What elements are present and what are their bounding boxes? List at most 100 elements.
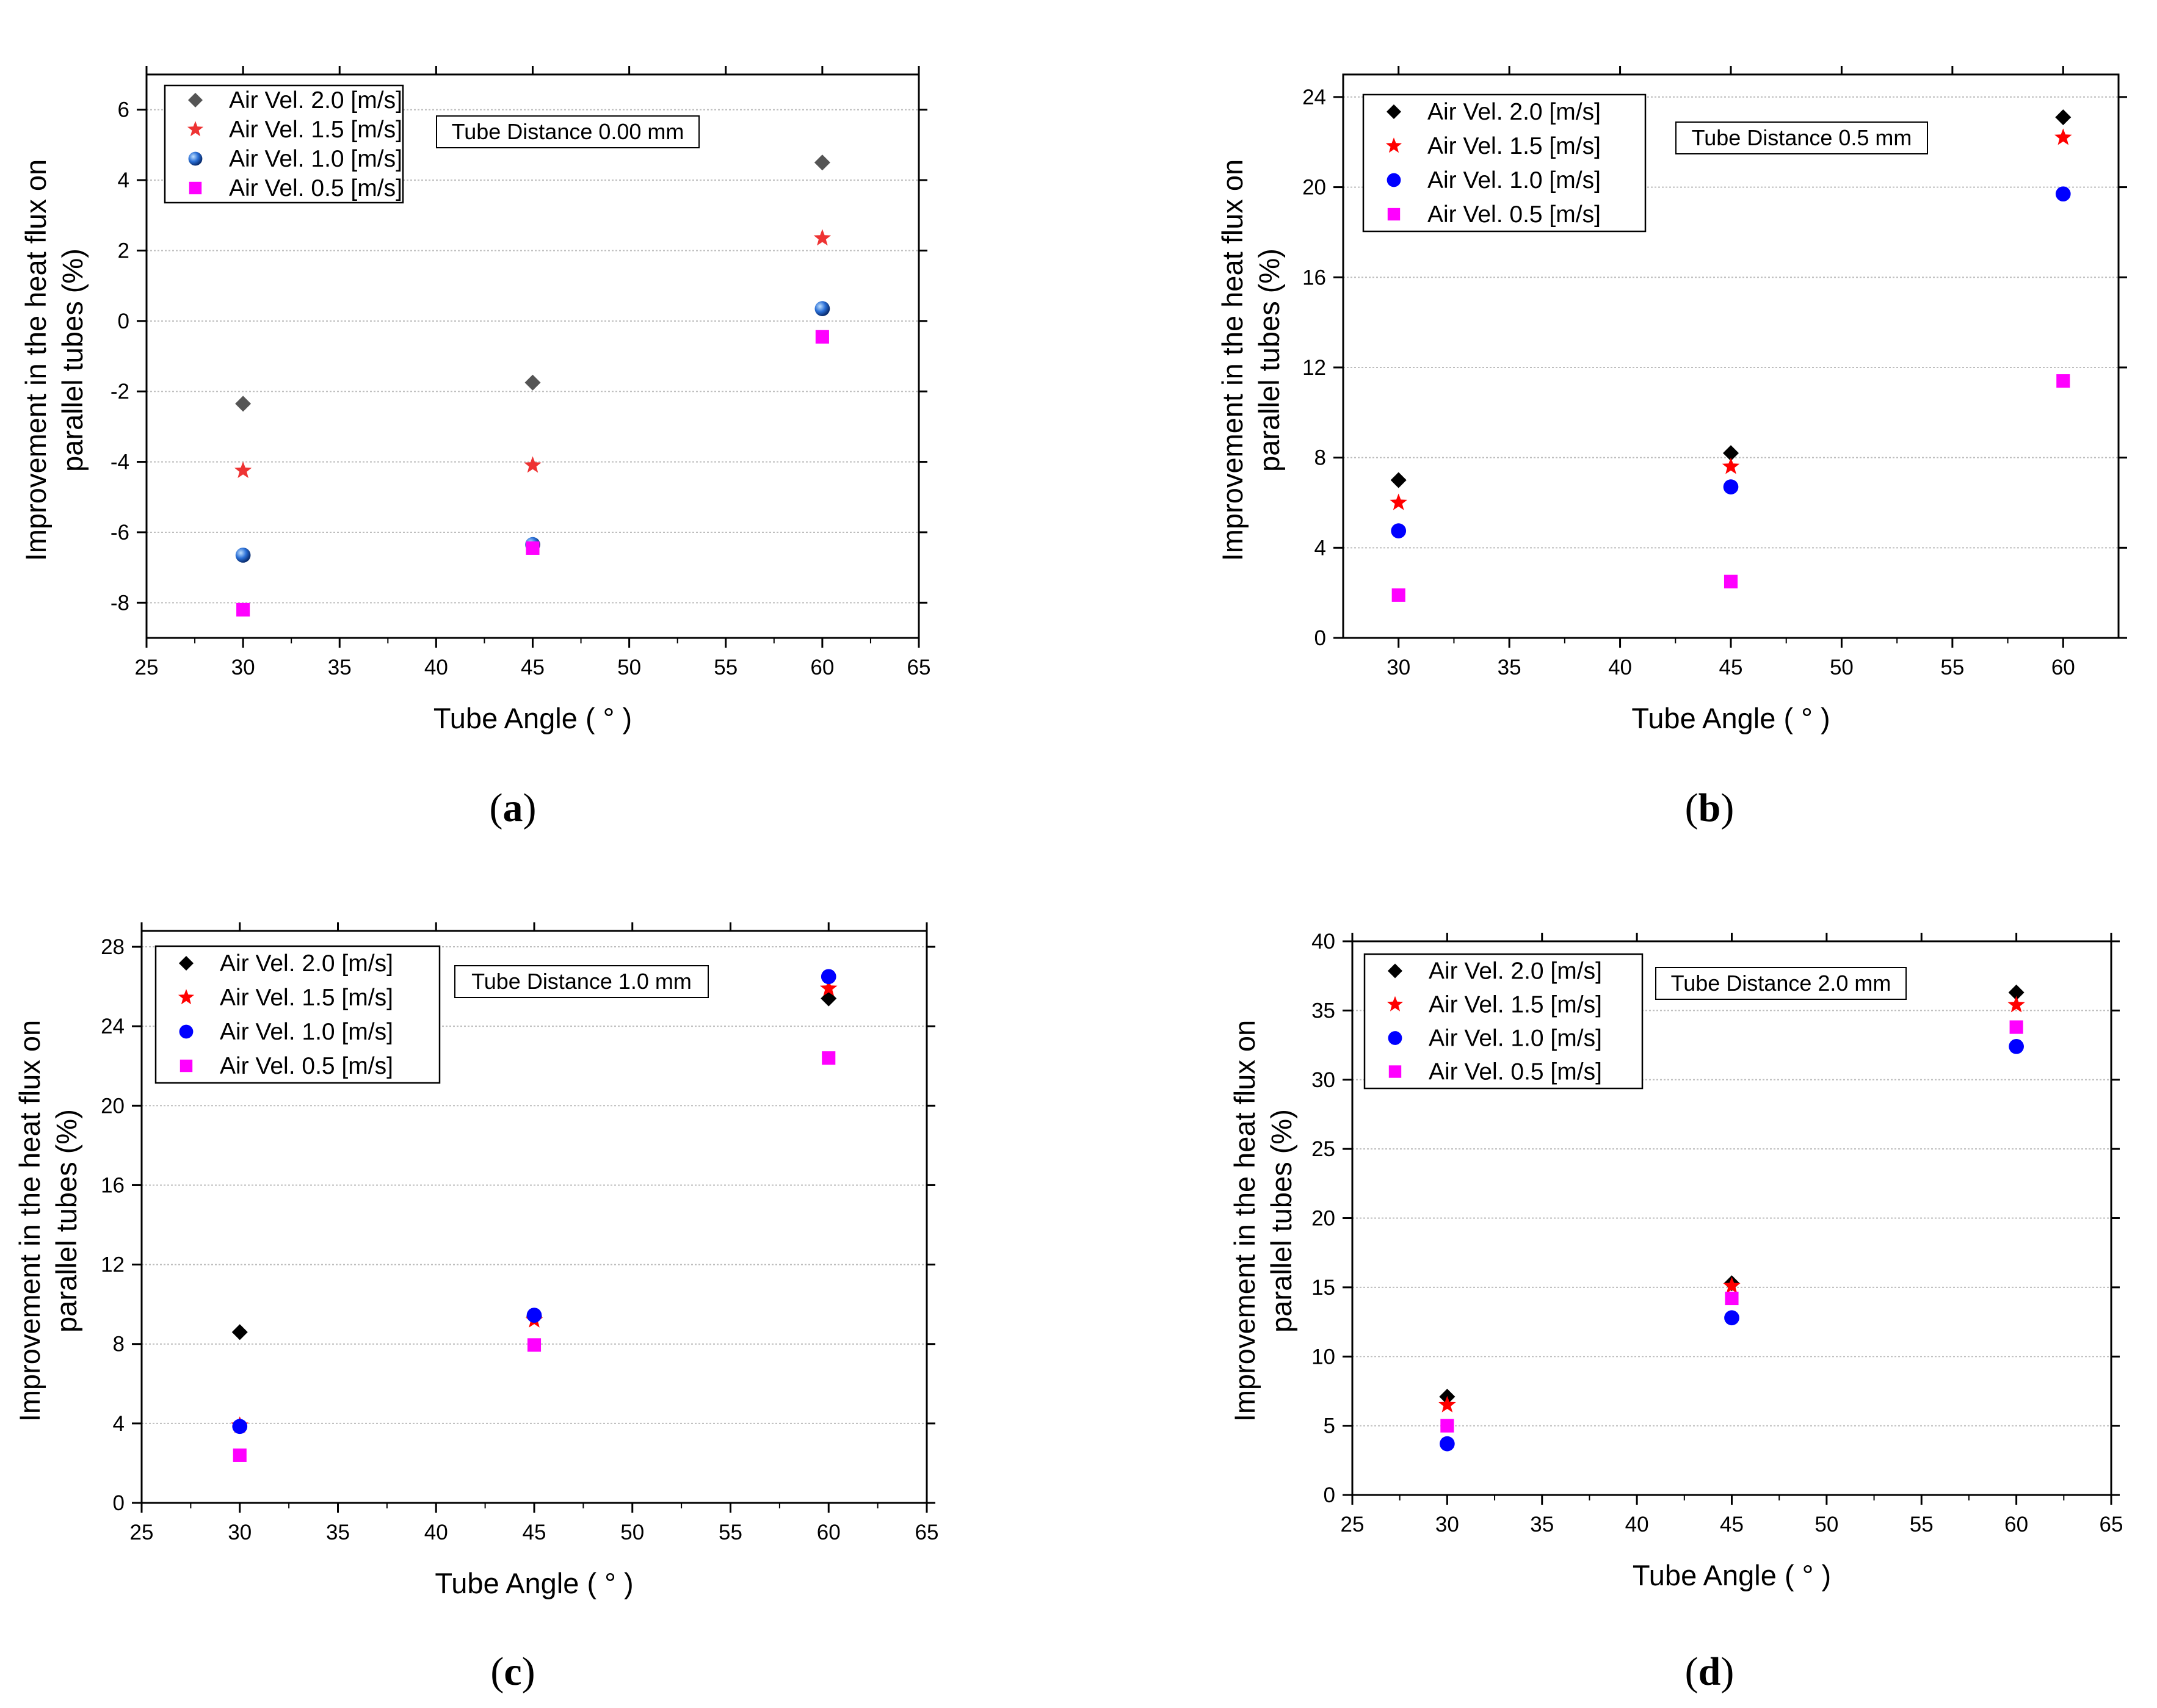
data-point-square [233,1448,247,1462]
y-tick-label: 30 [1311,1068,1335,1092]
legend: Air Vel. 2.0 [m/s] Air Vel. 1.5 [m/s] Air … [1362,93,1647,233]
y-tick-label: -2 [111,380,129,403]
legend-entry-label: Air Vel. 0.5 [m/s] [220,1053,393,1079]
y-axis-title-line2: parallel tubes (%) [1265,1109,1297,1333]
x-tick-label: 35 [328,656,352,679]
y-tick-label: 2 [118,239,129,262]
annotation-text: Tube Distance 0.5 mm [1692,125,1912,150]
data-point-star [234,461,252,479]
legend-entry-label: Air Vel. 1.0 [m/s] [220,1019,393,1045]
data-point-star [820,979,838,996]
x-tick-label: 50 [617,656,641,679]
y-tick-label: 35 [1311,999,1335,1022]
annotation-box [436,115,700,148]
legend-marker-circle [1387,173,1401,187]
x-axis-title: Tube Angle ( ° ) [1631,702,1830,734]
x-tick-label: 40 [424,1521,448,1544]
chart-panel-c: 25 30 35 40 45 50 55 60 65 0 4 8 12 16 20 24 28 Tube Angl… [13,922,938,1694]
x-tick-label: 30 [1435,1513,1459,1536]
x-tick-label: 40 [1625,1513,1649,1536]
legend-box [1362,93,1647,233]
y-tick-label: -6 [111,521,129,545]
y-axis-title: Improvement in the heat flux on parallel … [1216,159,1285,561]
legend-marker-diamond [1387,104,1401,119]
annotation-box [1655,967,1907,1000]
x-tick-label: 45 [1719,656,1743,679]
y-tick-label: 12 [1302,356,1326,380]
data-point-diamond [1390,472,1407,488]
y-axis-title-line1: Improvement in the heat flux on [13,1020,46,1422]
panel-label-paren-close: ) [1720,1649,1734,1694]
x-tick-label: 60 [817,1521,841,1544]
legend-entry-label: Air Vel. 2.0 [m/s] [1429,958,1602,985]
x-tick-label: 25 [1341,1513,1365,1536]
legend-entry-label: Air Vel. 1.0 [m/s] [229,146,402,172]
data-point-square [1725,1291,1739,1306]
x-tick-label: 25 [135,656,159,679]
y-tick-label: 28 [101,935,125,959]
data-point-circle [526,1308,542,1323]
data-point-diamond [231,1324,248,1341]
y-tick-label: 20 [1311,1207,1335,1231]
panel-label-letter: d [1698,1649,1721,1694]
y-tick-label: 8 [113,1333,125,1356]
x-tick-label: 35 [1530,1513,1554,1536]
annotation-box [454,965,709,998]
y-tick-label: 20 [101,1094,125,1118]
y-tick-label: 40 [1311,930,1335,954]
data-point-diamond [1723,445,1739,461]
data-point-circle [2055,186,2071,202]
data-point-circle [2009,1038,2024,1054]
data-point-square [815,330,829,344]
data-point-star [1722,457,1740,474]
panel-label-letter: b [1698,786,1721,830]
y-axis-title-line1: Improvement in the heat flux on [20,159,52,561]
panel-label: (b) [1685,786,1735,830]
data-point-sphere [814,301,830,316]
data-point-diamond [524,374,541,391]
y-tick-label: 16 [101,1173,125,1197]
data-point-square [527,1338,542,1352]
x-tick-label: 55 [714,656,738,679]
legend-marker-diamond [188,93,203,107]
panel-label-paren-close: ) [522,1649,535,1694]
x-tick-label: 35 [1498,656,1521,679]
y-tick-label: 0 [118,309,129,333]
legend-marker-square [189,181,202,195]
legend-marker-star [1387,996,1404,1011]
annotation-text: Tube Distance 2.0 mm [1671,971,1891,996]
panel-label: (a) [490,786,537,830]
data-point-circle [232,1419,248,1435]
data-point-circle [1440,1436,1455,1452]
legend: Air Vel. 2.0 [m/s] Air Vel. 1.5 [m/s] Air … [164,84,404,204]
panel-label: (c) [490,1649,535,1694]
x-tick-label: 65 [915,1521,939,1544]
x-tick-label: 65 [2100,1513,2123,1536]
y-tick-label: 24 [101,1015,125,1038]
legend-entry-label: Air Vel. 1.5 [m/s] [1427,133,1601,159]
y-axis-title-line2: parallel tubes (%) [50,1109,82,1333]
x-tick-label: 60 [2051,656,2075,679]
legend-marker-square [1388,1065,1402,1078]
data-point-square [526,541,540,555]
legend-marker-diamond [179,956,194,971]
x-tick-label: 45 [523,1521,546,1544]
x-tick-label: 40 [424,656,448,679]
y-axis-title-line1: Improvement in the heat flux on [1228,1020,1261,1422]
x-tick-label: 25 [130,1521,154,1544]
panel-label-paren-close: ) [1720,786,1734,830]
legend-marker-star [1385,137,1402,153]
data-point-diamond [2008,984,2025,1001]
y-tick-label: 4 [1314,536,1326,560]
annotation-box [1675,121,1928,154]
data-point-circle [1723,479,1739,494]
data-point-square [236,603,250,617]
x-tick-label: 30 [231,656,255,679]
legend-entry-label: Air Vel. 1.5 [m/s] [220,985,393,1011]
data-point-star [2054,128,2072,145]
legend-entry-label: Air Vel. 1.5 [m/s] [229,117,402,143]
y-axis-title-line2: parallel tubes (%) [56,248,89,472]
data-point-star [524,456,542,473]
y-axis-title-line1: Improvement in the heat flux on [1216,159,1249,561]
y-tick-label: 6 [118,98,129,122]
